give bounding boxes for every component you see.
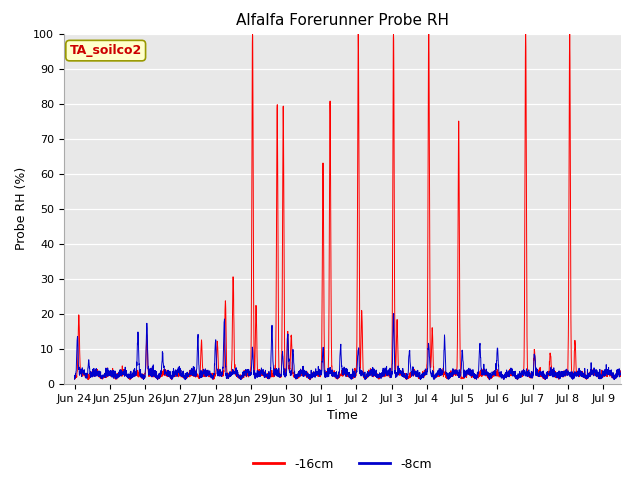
Y-axis label: Probe RH (%): Probe RH (%): [15, 167, 28, 251]
Legend: -16cm, -8cm: -16cm, -8cm: [248, 453, 436, 476]
X-axis label: Time: Time: [327, 409, 358, 422]
Title: Alfalfa Forerunner Probe RH: Alfalfa Forerunner Probe RH: [236, 13, 449, 28]
Text: TA_soilco2: TA_soilco2: [70, 44, 142, 57]
